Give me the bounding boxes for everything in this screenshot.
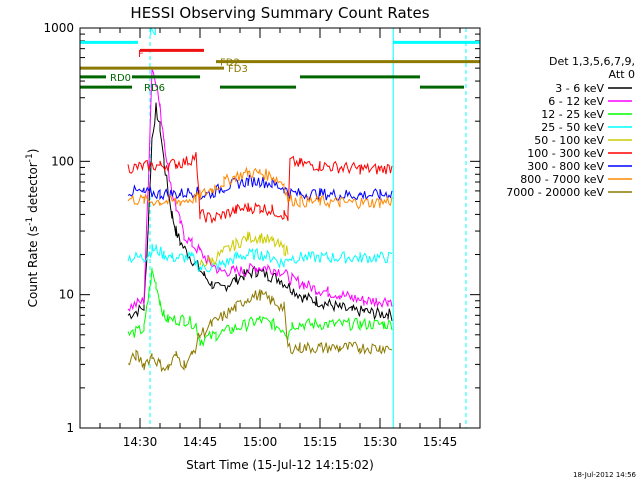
- y-axis-label-text: Count Rate (s: [26, 226, 40, 308]
- flag-bar-label: FD2: [220, 58, 240, 69]
- x-tick-label: 14:30: [123, 435, 158, 449]
- flag-bar-label: RD6: [144, 83, 165, 94]
- legend-entry-label: 800 - 7000 keV: [520, 173, 604, 186]
- y-tick-label: 1000: [43, 21, 74, 35]
- y-axis-label: Count Rate (s-1 detector-1): [25, 149, 40, 308]
- legend-entry-label: 3 - 6 keV: [555, 82, 604, 95]
- legend-entry-label: 300 - 800 keV: [527, 160, 604, 173]
- flag-bar-label: RD0: [110, 73, 131, 84]
- flag-bar-label: FD3: [228, 64, 248, 75]
- series-line: [127, 243, 393, 273]
- series-line: [127, 289, 393, 373]
- legend-entry-label: 6 - 12 keV: [548, 95, 604, 108]
- x-tick-label: 15:30: [363, 435, 398, 449]
- legend-entry-label: 50 - 100 keV: [534, 134, 604, 147]
- y-tick-label: 100: [51, 154, 74, 168]
- series-line: [127, 102, 393, 322]
- series-line: [127, 174, 393, 201]
- plot-area: 1 10 100 1000 14:30 14:45 15:00 15:15 15:30 15:45…: [43, 21, 480, 449]
- legend-entry-label: 25 - 50 keV: [541, 121, 604, 134]
- y-axis-label-exponent: -1: [25, 217, 35, 226]
- legend-entry-label: 100 - 300 keV: [527, 147, 604, 160]
- y-axis-label-unit: detector: [26, 162, 40, 217]
- chart-title: HESSI Observing Summary Count Rates: [130, 4, 429, 22]
- flag-bar-label: F: [138, 49, 144, 60]
- legend-title-line-2: Att 0: [609, 68, 635, 81]
- series-line: [199, 231, 289, 267]
- series-line: [127, 267, 393, 348]
- y-tick-label: 1: [66, 421, 74, 435]
- series-line: [127, 152, 393, 224]
- y-tick-label: 10: [59, 288, 74, 302]
- plot-frame: [79, 27, 481, 429]
- legend-entry-label: 12 - 25 keV: [541, 108, 604, 121]
- x-tick-label: 15:45: [423, 435, 458, 449]
- flag-bar-label: N: [149, 27, 156, 38]
- x-tick-label: 15:15: [303, 435, 338, 449]
- x-axis-label: Start Time (15-Jul-12 14:15:02): [186, 458, 374, 472]
- legend-entry-label: 7000 - 20000 keV: [506, 186, 604, 199]
- y-axis-label-close: ): [26, 149, 40, 154]
- x-tick-label: 15:00: [243, 435, 278, 449]
- plot-timestamp: 18-Jul-2012 14:56: [573, 471, 637, 479]
- x-tick-label: 14:45: [183, 435, 218, 449]
- y-axis-label-exponent-2: -1: [25, 153, 35, 162]
- series-line: [127, 166, 393, 210]
- legend-title-line-1: Det 1,3,5,6,7,9,: [549, 55, 635, 68]
- series-line: [127, 69, 393, 312]
